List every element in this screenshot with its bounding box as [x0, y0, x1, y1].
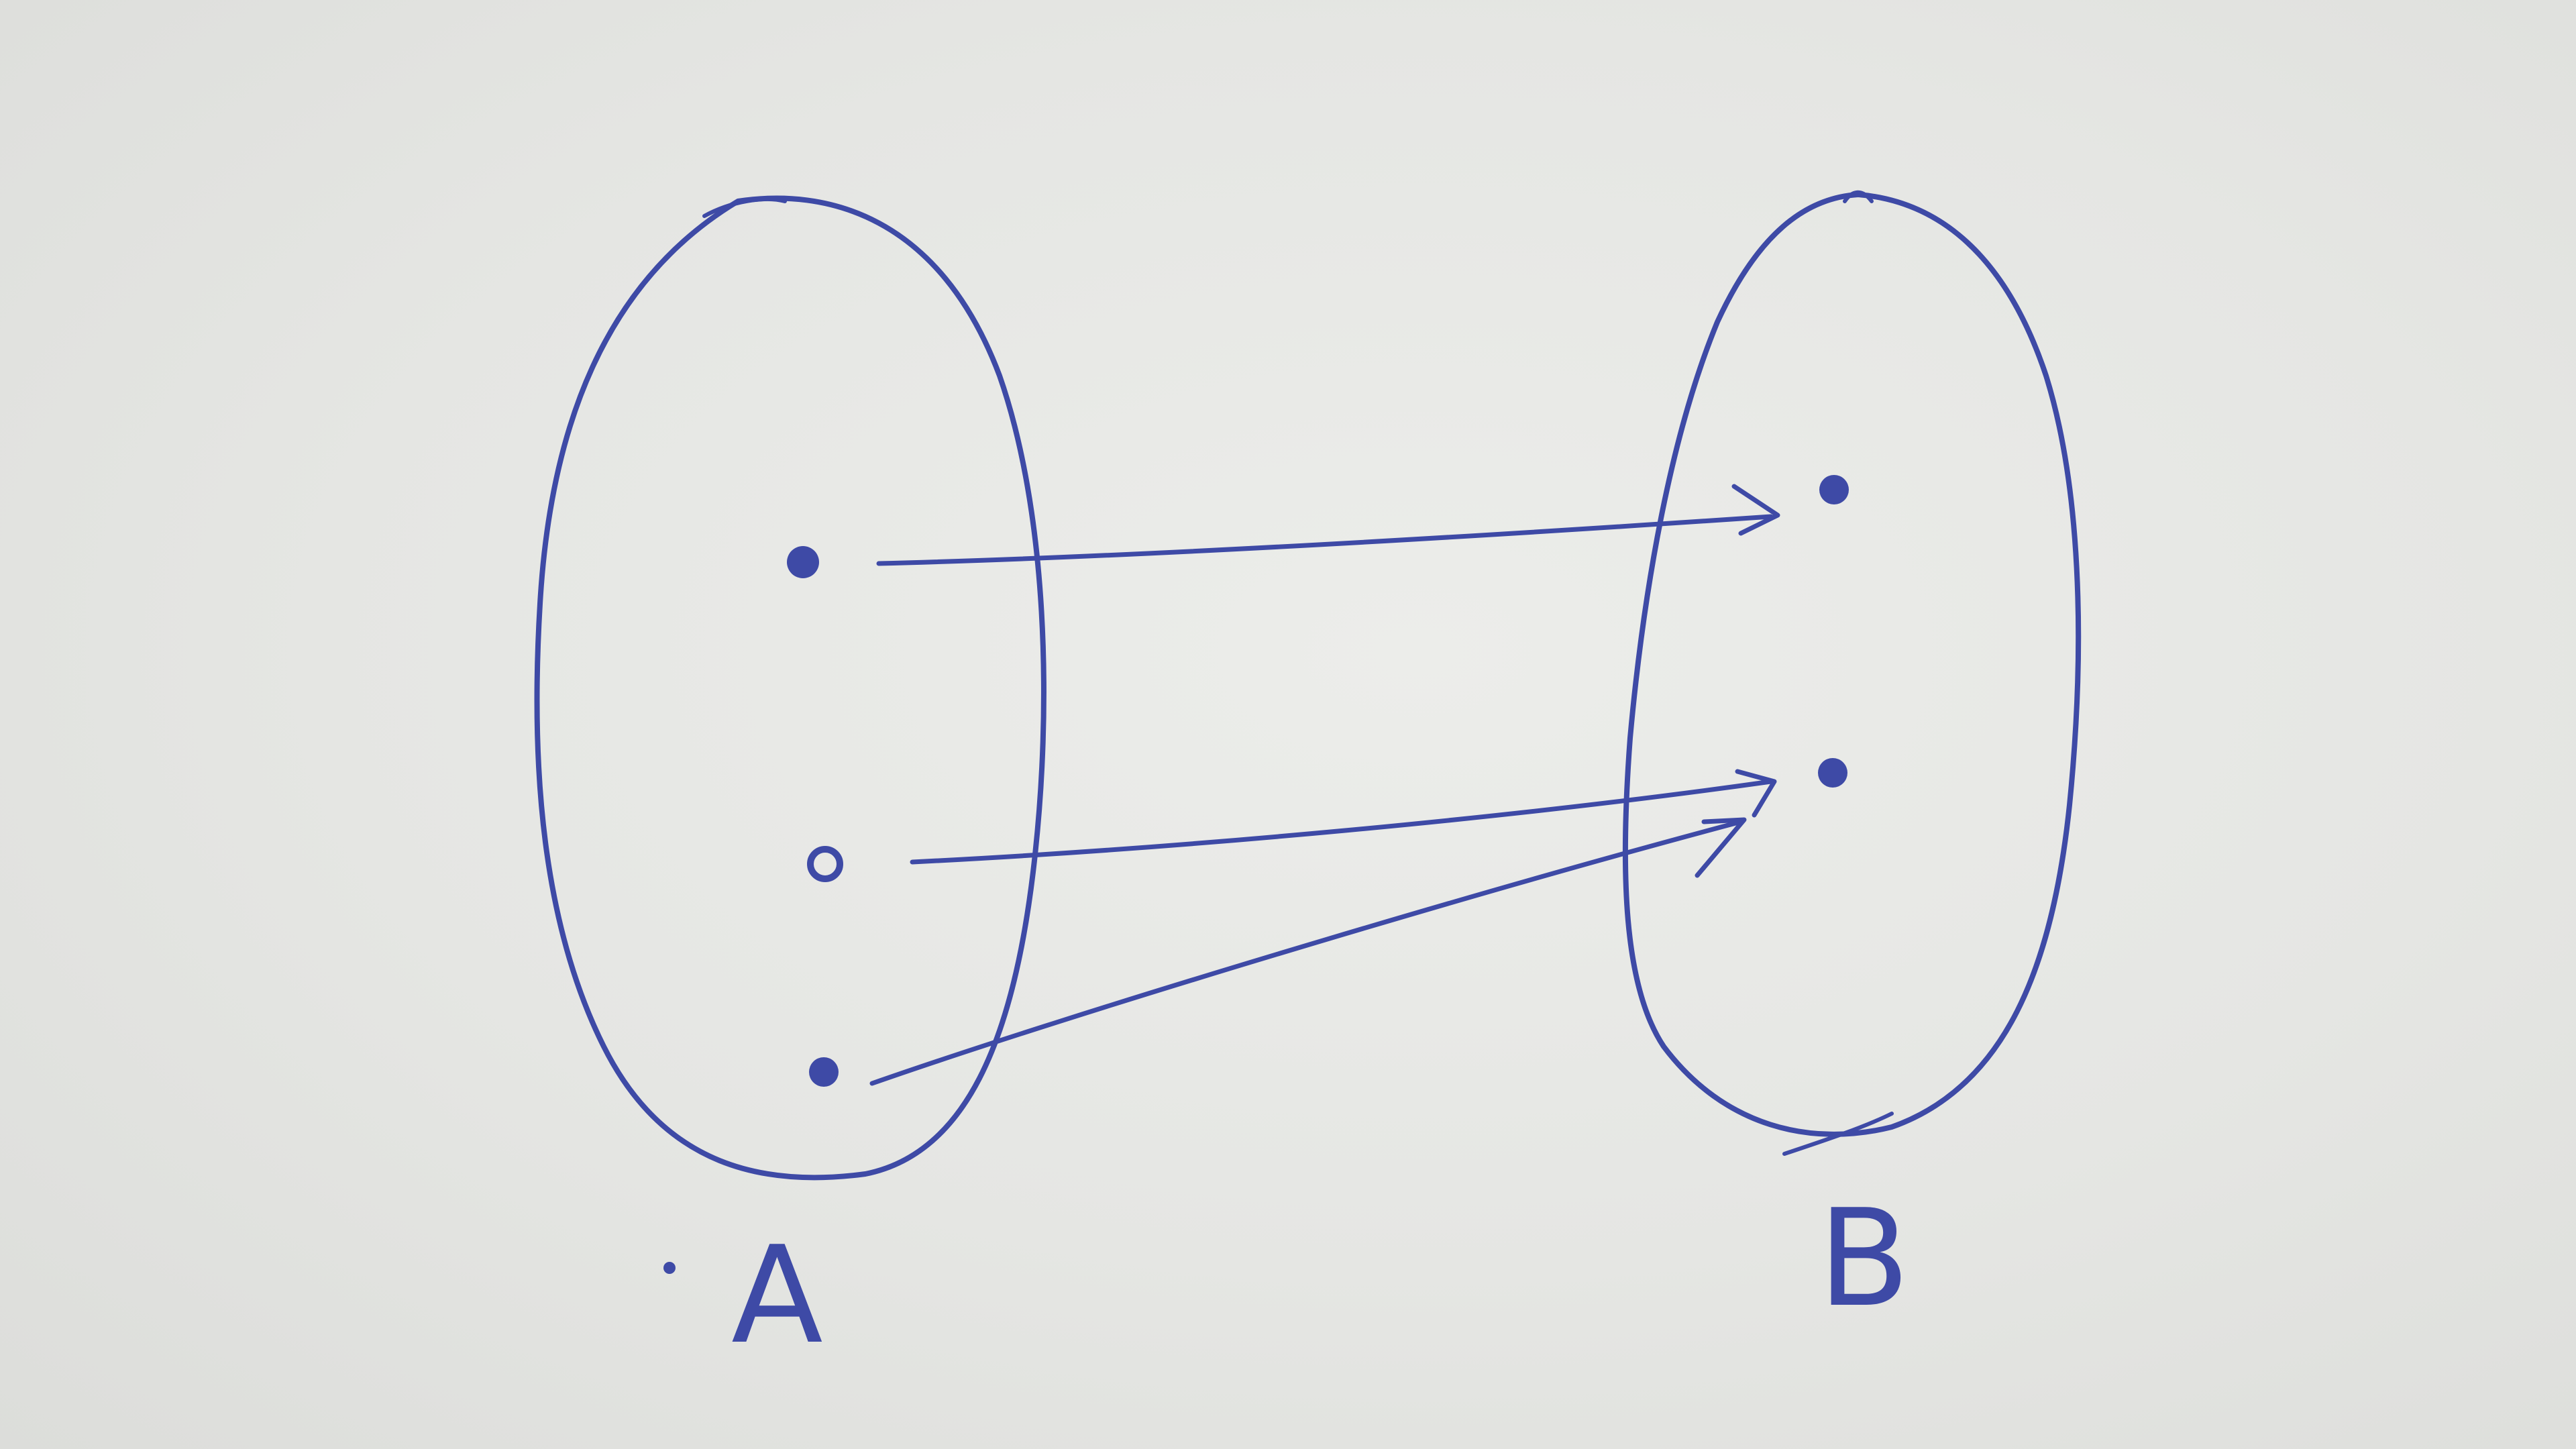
set-a-element-1 [787, 546, 819, 578]
set-b-label: B [1818, 1181, 1910, 1337]
set-a-label: A [731, 1218, 823, 1374]
set-b-nub [1843, 190, 1874, 203]
set-b-oval-extra-stroke [1782, 1112, 1894, 1156]
set-a-element-3 [809, 1057, 839, 1087]
arrow-a3-to-b2 [869, 817, 1747, 1086]
arrow-a1-to-b1 [876, 484, 1780, 566]
arrow-a2-to-b2 [910, 769, 1777, 865]
set-b-element-2 [1818, 758, 1847, 788]
stray-pen-dot [663, 1262, 676, 1274]
set-b-element-1 [1819, 475, 1849, 504]
set-a-element-2 [807, 846, 843, 882]
set-a-oval [534, 195, 1046, 1181]
set-b-oval [1622, 192, 2082, 1137]
set-a-oval-overlap-stroke [702, 197, 787, 218]
